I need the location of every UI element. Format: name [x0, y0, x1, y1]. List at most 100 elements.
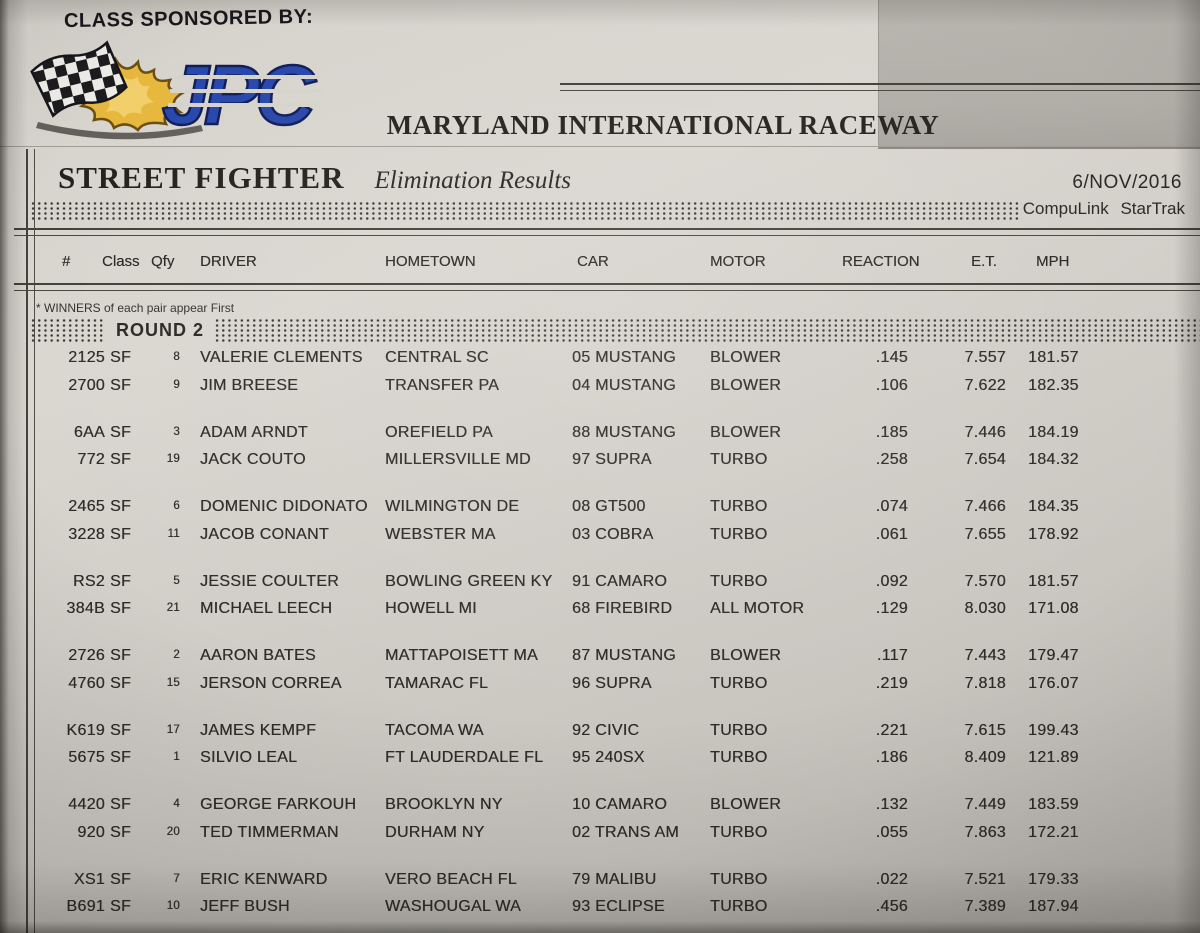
round-label: ROUND 2	[116, 320, 205, 340]
class-cell: SF	[110, 451, 132, 468]
hometown-column-header: HOMETOWN	[385, 253, 476, 270]
hometown-cell: TACOMA WA	[385, 721, 484, 739]
driver-cell: JACOB CONANT	[200, 525, 329, 543]
reaction-cell: .258	[875, 451, 908, 468]
num-cell: XS1	[73, 870, 105, 888]
class-name: STREET FIGHTER	[58, 160, 345, 195]
mph-cell: 178.92	[1028, 525, 1079, 543]
car-cell: 95 240SX	[572, 749, 645, 766]
hometown-cell: HOWELL MI	[385, 600, 477, 617]
et-cell: 7.446	[964, 423, 1006, 441]
driver-cell: JACK COUTO	[200, 451, 306, 468]
class-cell: SF	[110, 600, 132, 617]
mph-cell: 181.57	[1028, 349, 1079, 366]
et-cell: 7.655	[964, 525, 1006, 543]
mph-cell: 176.07	[1028, 674, 1079, 692]
class-cell: SF	[110, 674, 132, 692]
class-column-header: Class	[102, 253, 140, 270]
car-cell: 04 MUSTANG	[572, 376, 677, 394]
car-cell: 87 MUSTANG	[572, 647, 677, 664]
car-cell: 88 MUSTANG	[572, 423, 677, 441]
class-cell: SF	[110, 823, 132, 841]
reaction-cell: .185	[875, 423, 908, 441]
car-cell: 96 SUPRA	[572, 674, 652, 692]
hometown-cell: DURHAM NY	[385, 823, 485, 841]
car-cell: 10 CAMARO	[572, 796, 668, 813]
num-cell: 3228	[68, 525, 105, 543]
et-column-header: E.T.	[971, 253, 997, 270]
motor-cell: BLOWER	[710, 796, 782, 813]
qfy-cell: 8	[173, 351, 180, 363]
qfy-cell: 15	[166, 676, 180, 689]
et-cell: 8.409	[964, 749, 1006, 766]
race-pair: XS1 SF 7 ERIC KENWARD VERO BEACH FL 79 MALIBU…	[0, 866, 1200, 921]
reaction-cell: .106	[875, 376, 908, 394]
num-column-header: #	[62, 253, 71, 270]
result-row: 2726 SF 2 AARON BATES MATTAPOISETT MA 87 MUST…	[0, 642, 1200, 670]
timing-system-label: CompuLink StarTrak	[1022, 199, 1185, 218]
reaction-cell: .219	[875, 674, 908, 692]
qfy-column-header: Qfy	[151, 253, 175, 270]
class-cell: SF	[110, 525, 132, 543]
num-cell: 2465	[68, 498, 105, 515]
reaction-cell: .022	[875, 870, 908, 888]
driver-cell: MICHAEL LEECH	[200, 600, 333, 617]
class-cell: SF	[110, 349, 132, 366]
et-cell: 7.654	[964, 451, 1006, 468]
reaction-cell: .132	[875, 796, 908, 813]
motor-cell: TURBO	[710, 674, 768, 692]
logo-text: JPC	[162, 48, 317, 142]
mph-cell: 199.43	[1028, 721, 1079, 739]
driver-column-header: DRIVER	[200, 253, 257, 270]
driver-cell: GEORGE FARKOUH	[200, 796, 357, 813]
class-cell: SF	[110, 376, 132, 394]
top-right-rule	[560, 83, 1200, 91]
motor-cell: ALL MOTOR	[710, 600, 805, 617]
mph-cell: 171.08	[1028, 600, 1079, 617]
car-cell: 92 CIVIC	[572, 721, 640, 739]
driver-cell: JESSIE COULTER	[200, 572, 340, 590]
mph-cell: 172.21	[1028, 823, 1079, 841]
et-cell: 7.389	[964, 898, 1006, 915]
mph-cell: 179.47	[1028, 647, 1079, 664]
et-cell: 7.863	[964, 823, 1006, 841]
result-row: K619 SF 17 JAMES KEMPF TACOMA WA 92 CIVIC TURB…	[0, 717, 1200, 745]
hometown-cell: TAMARAC FL	[385, 674, 489, 692]
num-cell: RS2	[72, 572, 105, 590]
race-pair: 4420 SF 4 GEORGE FARKOUH BROOKLYN NY 10 CAMAR…	[0, 791, 1200, 846]
driver-cell: ERIC KENWARD	[200, 870, 328, 888]
result-row: 4420 SF 4 GEORGE FARKOUH BROOKLYN NY 10 CAMAR…	[0, 791, 1200, 819]
jpc-logo: JPC	[30, 40, 323, 143]
hometown-cell: FT LAUDERDALE FL	[385, 749, 544, 766]
reaction-cell: .221	[875, 721, 908, 739]
mph-cell: 187.94	[1028, 898, 1079, 915]
driver-cell: AARON BATES	[200, 647, 316, 664]
driver-cell: DOMENIC DIDONATO	[200, 498, 368, 515]
driver-cell: SILVIO LEAL	[200, 749, 298, 766]
mph-cell: 184.19	[1028, 423, 1079, 441]
et-cell: 7.449	[964, 796, 1006, 813]
mph-column-header: MPH	[1036, 253, 1070, 270]
qfy-cell: 1	[173, 751, 180, 763]
num-cell: 2700	[68, 376, 105, 394]
halftone-band	[214, 318, 1200, 343]
car-cell: 03 COBRA	[572, 525, 654, 543]
qfy-cell: 5	[173, 574, 180, 587]
class-cell: SF	[110, 423, 132, 441]
car-cell: 93 ECLIPSE	[572, 898, 665, 915]
result-row: 2700 SF 9 JIM BREESE TRANSFER PA 04 MUSTANG BL…	[0, 372, 1200, 400]
qfy-cell: 7	[173, 872, 180, 885]
page-edge-line	[0, 146, 1200, 147]
motor-cell: TURBO	[710, 572, 768, 590]
motor-column-header: MOTOR	[710, 253, 766, 270]
qfy-cell: 19	[166, 453, 180, 465]
et-cell: 7.466	[964, 498, 1006, 515]
car-cell: 05 MUSTANG	[572, 349, 677, 366]
num-cell: B691	[66, 898, 105, 915]
mph-cell: 183.59	[1028, 796, 1079, 813]
motor-cell: TURBO	[710, 823, 768, 841]
num-cell: 384B	[66, 600, 105, 617]
reaction-cell: .055	[875, 823, 908, 841]
reaction-cell: .456	[875, 898, 908, 915]
mph-cell: 181.57	[1028, 572, 1079, 590]
